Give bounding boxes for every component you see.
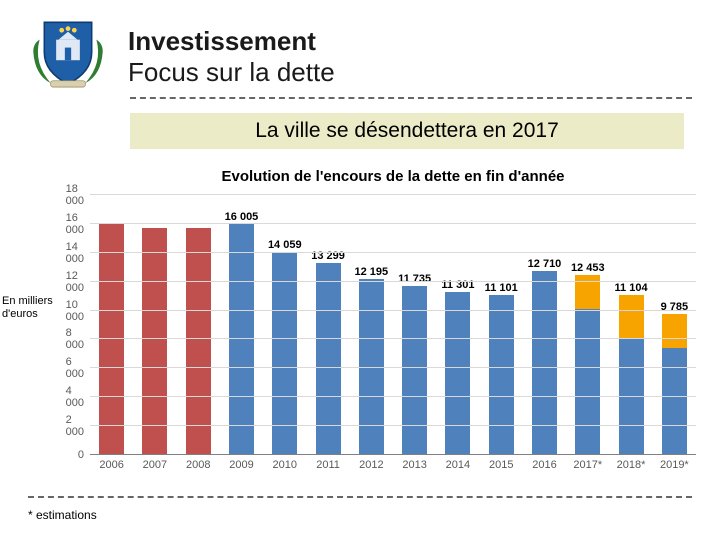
ytick-label: 18 000 — [66, 183, 90, 207]
bar-group: 2006 — [99, 195, 124, 455]
ytick-label: 14 000 — [66, 241, 90, 265]
bar-value-label: 11 104 — [615, 282, 648, 294]
x-category-label: 2016 — [532, 455, 556, 471]
bar-group: 11 3012014 — [445, 195, 470, 455]
x-category-label: 2008 — [186, 455, 210, 471]
bar-group: 13 2992011 — [316, 195, 341, 455]
bar-segment — [619, 295, 644, 340]
x-category-label: 2010 — [273, 455, 297, 471]
x-axis-line — [90, 454, 696, 455]
divider-top — [130, 97, 692, 99]
gridline — [90, 281, 696, 282]
x-category-label: 2009 — [229, 455, 253, 471]
ytick-label: 4 000 — [66, 385, 90, 409]
title-line-1: Investissement — [128, 26, 335, 57]
bar-group: 12 7102016 — [532, 195, 557, 455]
bar-value-label: 9 785 — [661, 301, 689, 313]
bar-group: 12 4532017* — [575, 195, 600, 455]
gridline — [90, 194, 696, 195]
bar-group: 11 1042018* — [619, 195, 644, 455]
ytick-label: 2 000 — [66, 414, 90, 438]
bars-container: 2006 2007 2008 16 0052009 14 0592010 13 29920… — [90, 195, 696, 455]
bar-value-label: 12 453 — [571, 262, 605, 274]
bar-group: 11 7352013 — [402, 195, 427, 455]
bar-value-label: 12 195 — [355, 266, 389, 278]
gridline — [90, 252, 696, 253]
chart-title: Evolution de l'encours de la dette en fi… — [90, 168, 696, 185]
x-category-label: 2006 — [99, 455, 123, 471]
bar-group: 2008 — [186, 195, 211, 455]
ytick-label: 0 — [78, 449, 90, 461]
highlight-banner: La ville se désendettera en 2017 — [130, 113, 684, 149]
bar-value-label: 14 059 — [268, 239, 302, 251]
bar-segment — [662, 348, 687, 455]
bar-segment — [489, 295, 514, 455]
ytick-label: 12 000 — [66, 270, 90, 294]
bar-group: 16 0052009 — [229, 195, 254, 455]
ytick-label: 10 000 — [66, 299, 90, 323]
x-category-label: 2019* — [660, 455, 689, 471]
chart: Evolution de l'encours de la dette en fi… — [90, 168, 696, 478]
bar-segment — [316, 263, 341, 455]
bar-segment — [186, 228, 211, 455]
bar-group: 14 0592010 — [272, 195, 297, 455]
bar-value-label: 11 735 — [398, 273, 431, 285]
gridline — [90, 223, 696, 224]
gridline — [90, 338, 696, 339]
banner-text: La ville se désendettera en 2017 — [255, 119, 559, 142]
footnote: * estimations — [28, 508, 97, 522]
bar-segment — [662, 314, 687, 348]
bar-segment — [142, 228, 167, 455]
title-block: Investissement Focus sur la dette — [128, 20, 335, 88]
gridline — [90, 396, 696, 397]
bar-value-label: 16 005 — [225, 211, 259, 223]
ytick-label: 16 000 — [66, 212, 90, 236]
x-category-label: 2012 — [359, 455, 383, 471]
city-crest-icon — [28, 16, 108, 91]
x-category-label: 2018* — [617, 455, 646, 471]
bar-segment — [445, 292, 470, 455]
x-category-label: 2011 — [316, 455, 340, 471]
bar-group: 2007 — [142, 195, 167, 455]
bar-group: 9 7852019* — [662, 195, 687, 455]
bar-group: 11 1012015 — [489, 195, 514, 455]
x-category-label: 2015 — [489, 455, 513, 471]
ytick-label: 6 000 — [66, 356, 90, 380]
bar-group: 12 1952012 — [359, 195, 384, 455]
x-category-label: 2013 — [402, 455, 426, 471]
y-axis-label: En milliers d'euros — [2, 295, 74, 321]
gridline — [90, 367, 696, 368]
header: Investissement Focus sur la dette — [0, 0, 720, 91]
x-category-label: 2007 — [143, 455, 167, 471]
bar-segment — [575, 309, 600, 455]
bar-segment — [402, 286, 427, 456]
ytick-label: 8 000 — [66, 327, 90, 351]
x-category-label: 2017* — [573, 455, 602, 471]
bar-segment — [532, 271, 557, 455]
x-category-label: 2014 — [446, 455, 470, 471]
bar-value-label: 12 710 — [528, 258, 562, 270]
title-line-2: Focus sur la dette — [128, 57, 335, 88]
gridline — [90, 425, 696, 426]
gridline — [90, 310, 696, 311]
divider-bottom — [28, 496, 692, 498]
bar-value-label: 11 101 — [485, 282, 518, 294]
chart-plot-area: En milliers d'euros 20062007200816 00520… — [90, 195, 696, 455]
